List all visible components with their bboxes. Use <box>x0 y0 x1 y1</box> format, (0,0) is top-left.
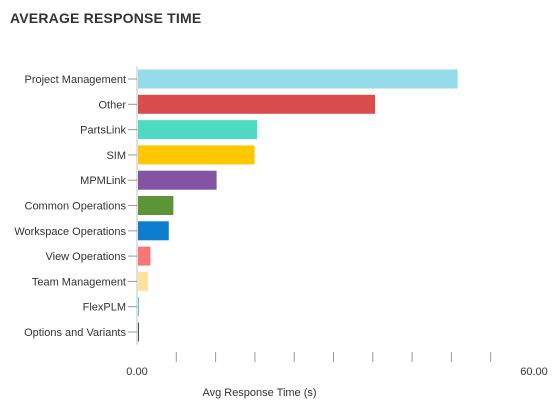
bar <box>138 297 139 317</box>
category-label: Options and Variants <box>24 327 126 339</box>
bar <box>138 170 217 190</box>
category-label: Team Management <box>32 276 126 288</box>
bar <box>138 145 255 165</box>
bar <box>138 196 174 215</box>
category-label: SIM <box>106 150 126 162</box>
bar <box>138 94 376 114</box>
x-tick-label: 0.00 <box>126 366 147 378</box>
category-label: Workspace Operations <box>14 226 126 238</box>
category-label: PartsLink <box>80 125 126 137</box>
category-label: Common Operations <box>25 201 127 213</box>
bar <box>138 322 139 342</box>
category-label: FlexPLM <box>83 302 126 314</box>
category-label: MPMLink <box>80 175 126 187</box>
x-axis-title: Avg Response Time (s) <box>202 387 316 399</box>
x-tick-label: 60.00 <box>520 366 548 378</box>
category-label: Project Management <box>25 74 127 86</box>
chart-title: AVERAGE RESPONSE TIME <box>10 10 202 26</box>
category-label: Other <box>98 99 126 111</box>
bar <box>138 271 148 291</box>
bar <box>138 69 458 89</box>
bar <box>138 120 258 140</box>
bar <box>138 221 169 241</box>
category-label: View Operations <box>45 251 126 263</box>
bar <box>138 246 151 266</box>
